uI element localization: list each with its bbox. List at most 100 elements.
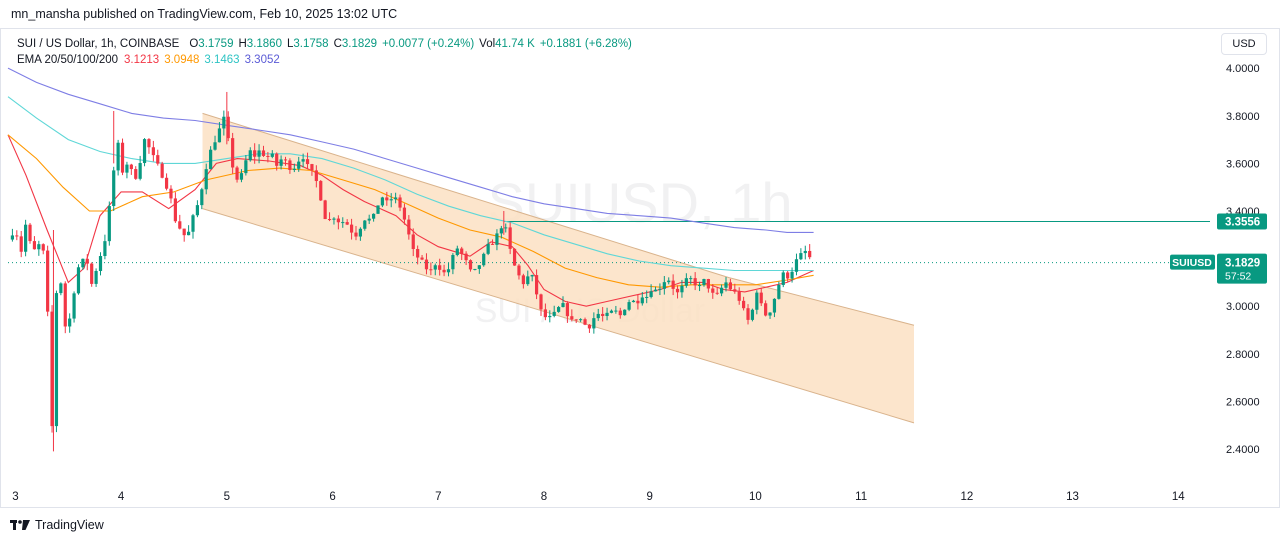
candle <box>164 173 169 191</box>
candle <box>706 278 710 293</box>
candle <box>319 180 323 201</box>
candle-body <box>239 173 244 180</box>
candle <box>565 301 570 323</box>
candle-body <box>283 159 288 161</box>
candle-body <box>790 271 794 279</box>
candle <box>367 214 371 224</box>
candle-body <box>112 170 116 207</box>
candle <box>85 254 89 271</box>
channel-upper-line <box>202 112 915 326</box>
candle-body <box>495 233 499 245</box>
candle <box>636 294 640 310</box>
candle-body <box>526 276 530 285</box>
candle <box>658 283 662 296</box>
candle-body <box>786 272 790 279</box>
candle <box>548 310 552 323</box>
candle <box>464 251 468 266</box>
candle <box>407 215 411 240</box>
candle <box>490 239 495 245</box>
x-tick-label: 3 <box>12 491 18 503</box>
candle-body <box>376 205 380 214</box>
candle <box>10 228 15 242</box>
publisher-caption: mn_mansha published on TradingView.com, … <box>11 7 398 21</box>
candle-body <box>733 289 737 292</box>
candle <box>37 240 41 256</box>
footer-brand: TradingView <box>10 518 104 532</box>
candle <box>59 282 63 296</box>
candle <box>376 205 380 214</box>
candle <box>530 274 534 282</box>
candle <box>473 268 477 271</box>
candle <box>728 278 732 292</box>
candle-body <box>173 198 177 222</box>
candle-body <box>592 318 596 329</box>
candle <box>477 265 481 274</box>
candle-body <box>142 139 147 164</box>
candle-body <box>10 235 15 240</box>
candle <box>583 317 587 326</box>
candle-body <box>129 164 133 170</box>
candle-body <box>297 161 301 169</box>
candle-body <box>627 302 631 310</box>
candle <box>275 152 279 171</box>
legend-change: +0.0077 (+0.24%) <box>382 38 475 50</box>
candle-body <box>314 170 318 182</box>
x-tick-label: 12 <box>960 491 973 503</box>
legend-ema-label[interactable]: EMA 20/50/100/200 <box>17 54 119 66</box>
candle <box>750 308 755 322</box>
candle <box>746 304 750 325</box>
candle-body <box>486 243 490 254</box>
candle <box>209 146 213 170</box>
candle-body <box>63 283 67 327</box>
candle <box>125 161 129 179</box>
candle <box>41 243 45 255</box>
candle-body <box>420 257 424 260</box>
candle <box>618 307 622 319</box>
currency-button[interactable]: USD <box>1221 33 1267 55</box>
candle-body <box>702 279 706 286</box>
candle-body <box>543 309 547 318</box>
candle-body <box>715 292 719 294</box>
candle-body <box>579 319 583 321</box>
ema-line-ema200 <box>7 67 814 233</box>
candle-body <box>147 139 151 148</box>
candle-body <box>380 197 385 206</box>
candle <box>266 151 270 163</box>
candle-body <box>345 222 349 225</box>
legend-open-label: O <box>189 38 199 50</box>
candle <box>675 285 680 299</box>
candle-body <box>332 218 336 220</box>
candle-body <box>76 267 81 294</box>
candle <box>138 155 142 181</box>
legend-symbol[interactable]: SUI / US Dollar, 1h, COINBASE <box>17 38 180 50</box>
candle <box>283 156 288 166</box>
tradingview-logo-icon <box>10 520 30 530</box>
candle <box>645 290 649 304</box>
candle <box>327 212 332 222</box>
candle <box>15 230 19 241</box>
candle-body <box>266 155 270 157</box>
candle <box>120 138 125 176</box>
legend-high-label: H <box>238 38 247 50</box>
x-tick-label: 5 <box>224 491 230 503</box>
candle <box>451 253 455 275</box>
candle-body <box>609 310 614 313</box>
candle-body <box>693 278 697 286</box>
candle <box>596 308 600 321</box>
candle-body <box>772 298 777 313</box>
candle <box>301 153 305 168</box>
candle-body <box>367 218 371 221</box>
candle-body <box>601 313 605 317</box>
candle <box>772 298 777 318</box>
candle-body <box>552 311 556 316</box>
ema-line-ema100 <box>7 96 814 272</box>
candle <box>512 248 517 266</box>
candle-body <box>213 142 217 150</box>
x-tick-label: 6 <box>329 491 335 503</box>
candle <box>200 187 204 210</box>
candle <box>389 193 393 208</box>
candle-body <box>570 316 574 320</box>
candle <box>116 139 120 176</box>
candle <box>605 307 609 321</box>
